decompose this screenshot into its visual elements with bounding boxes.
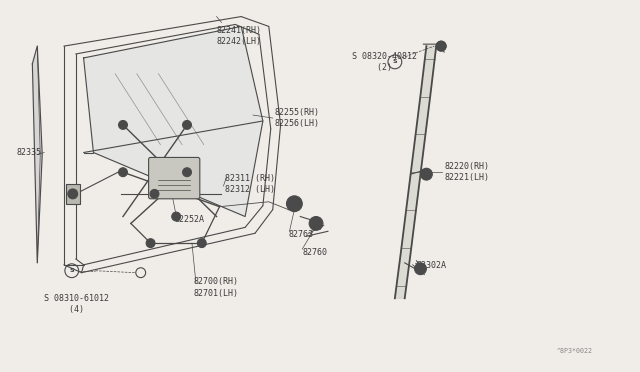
Polygon shape: [33, 46, 42, 263]
Bar: [66, 184, 79, 204]
Circle shape: [146, 239, 155, 248]
Circle shape: [309, 217, 323, 230]
Circle shape: [182, 121, 191, 129]
Text: 82763: 82763: [289, 230, 314, 239]
Text: ^8P3*0022: ^8P3*0022: [556, 349, 593, 355]
FancyBboxPatch shape: [148, 157, 200, 199]
Circle shape: [182, 168, 191, 177]
Text: 82241(RH)
82242(LH): 82241(RH) 82242(LH): [216, 26, 262, 46]
Circle shape: [436, 41, 446, 51]
Text: 82220(RH)
82221(LH): 82220(RH) 82221(LH): [444, 162, 489, 182]
Text: 82302A: 82302A: [417, 261, 447, 270]
Text: S: S: [70, 268, 74, 273]
Circle shape: [420, 168, 432, 180]
Polygon shape: [84, 26, 263, 217]
Circle shape: [197, 239, 206, 248]
Circle shape: [150, 189, 159, 198]
Text: 82335: 82335: [17, 148, 42, 157]
Circle shape: [287, 196, 302, 212]
Polygon shape: [395, 46, 436, 298]
Text: S 08310-61012
     (4): S 08310-61012 (4): [44, 294, 109, 314]
Text: 82252A: 82252A: [174, 215, 204, 224]
Circle shape: [172, 212, 180, 221]
Circle shape: [68, 189, 77, 199]
Text: S 08320-40812
     (2): S 08320-40812 (2): [351, 52, 417, 72]
Circle shape: [118, 121, 127, 129]
Text: 82700(RH)
82701(LH): 82700(RH) 82701(LH): [194, 278, 239, 298]
Circle shape: [415, 263, 426, 275]
Text: 82311 (RH)
82312 (LH): 82311 (RH) 82312 (LH): [225, 174, 275, 194]
Text: 82255(RH)
82256(LH): 82255(RH) 82256(LH): [275, 108, 320, 128]
Circle shape: [118, 168, 127, 177]
Text: S: S: [392, 60, 397, 64]
Circle shape: [291, 200, 298, 208]
Text: 82760: 82760: [302, 248, 327, 257]
